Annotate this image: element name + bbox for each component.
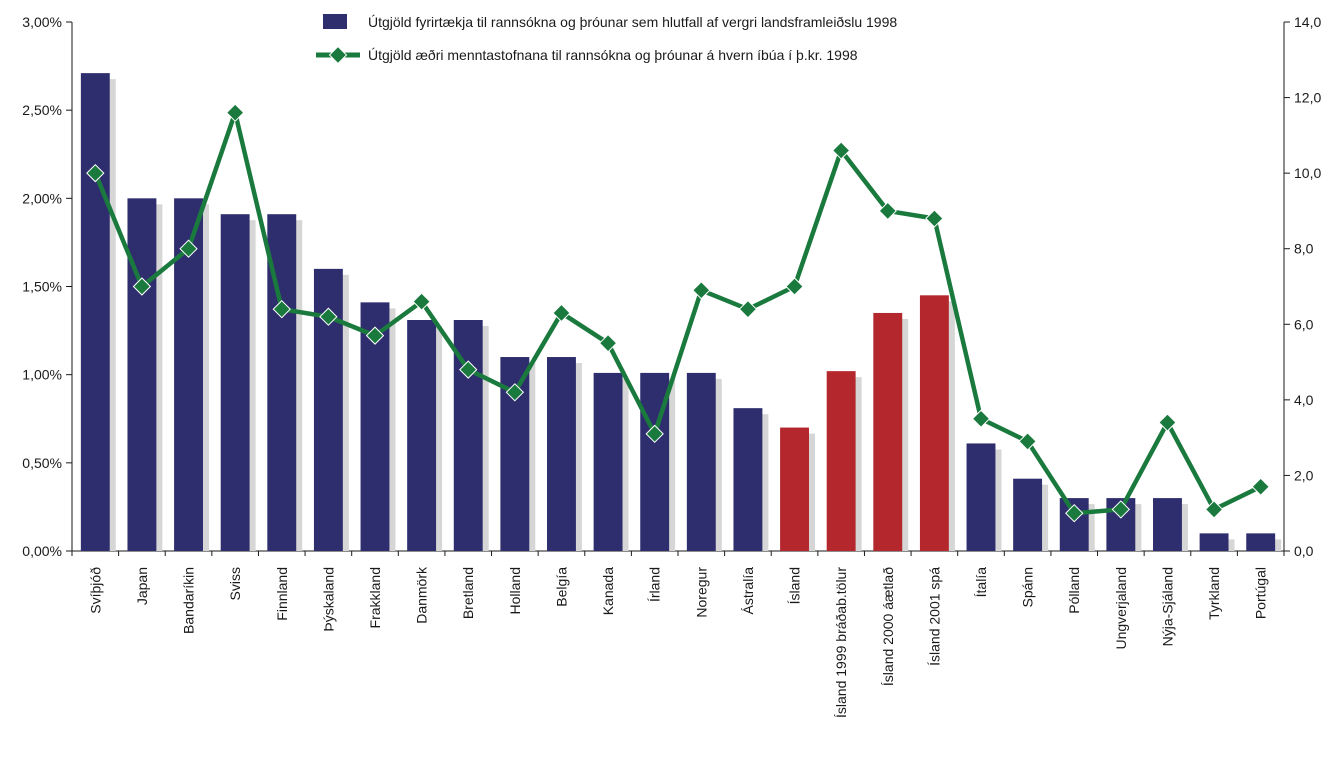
category-label: Kanada	[600, 567, 616, 615]
category-label: Svíþjóð	[87, 567, 103, 614]
line-point-marker	[925, 209, 944, 228]
bar	[780, 427, 809, 551]
bar	[593, 372, 623, 551]
legend-bar-swatch	[323, 14, 347, 29]
line-point-marker	[692, 281, 711, 300]
line-point-marker	[785, 277, 804, 296]
category-label: Holland	[507, 567, 523, 614]
bar	[733, 408, 763, 551]
category-label: Pólland	[1066, 567, 1082, 614]
bar	[1013, 478, 1043, 551]
right-tick-label: 6,0	[1294, 316, 1314, 332]
category-label: Ísland 1999 bráðab.tölur	[833, 567, 849, 718]
bar	[826, 371, 856, 551]
bar	[127, 198, 157, 552]
line-point-marker	[459, 360, 478, 379]
line-point-marker	[365, 326, 385, 345]
bar	[1153, 498, 1182, 551]
line-point-marker	[1018, 432, 1037, 451]
line-point-marker	[645, 424, 664, 444]
category-label: Ísland 2001 spá	[926, 567, 942, 666]
line-point-marker	[1251, 477, 1270, 496]
left-tick-label: 2,50%	[22, 102, 62, 118]
bar	[80, 73, 110, 552]
line-point-marker	[1204, 500, 1224, 519]
axes-group: 0,00% 0,50% 1,00% 1,50% 2,00% 2,50% 3,00% 0,0 2,…	[22, 14, 1321, 718]
category-label: Danmörk	[414, 566, 430, 624]
bar	[919, 295, 949, 551]
line-point-marker	[179, 239, 198, 258]
bar	[966, 443, 996, 551]
category-label: Ísland	[787, 567, 803, 604]
category-label: Nýja-Sjáland	[1159, 567, 1175, 646]
category-label: Ísland 2000 áætlað	[880, 567, 896, 686]
left-tick-label: 3,00%	[22, 14, 62, 30]
bar	[407, 320, 437, 551]
category-label: Tyrkland	[1206, 567, 1222, 620]
right-tick-label: 0,0	[1294, 543, 1314, 559]
line-point-marker	[319, 307, 338, 326]
category-label: Portúgal	[1253, 567, 1269, 619]
line-point-marker	[552, 303, 571, 323]
left-tick-label: 0,00%	[22, 543, 62, 559]
legend-bar-label: Útgjöld fyrirtækja til rannsókna og þróu…	[368, 14, 897, 30]
line-point-marker	[225, 103, 245, 122]
category-label: Finnland	[274, 567, 290, 621]
line-point-marker	[132, 277, 152, 296]
legend-line-marker	[328, 45, 348, 65]
bar	[1199, 533, 1229, 551]
right-tick-label: 8,0	[1294, 241, 1314, 257]
category-label: Ástralía	[740, 567, 756, 615]
right-tick-label: 12,0	[1294, 90, 1321, 106]
left-tick-label: 2,00%	[22, 190, 62, 206]
line-point-marker	[971, 409, 991, 428]
category-label: Írland	[647, 567, 663, 602]
line-point-marker	[831, 141, 851, 160]
line-point-marker	[738, 299, 758, 319]
line-point-marker	[1111, 500, 1131, 519]
category-label: Frakkland	[367, 567, 383, 628]
right-tick-label: 10,0	[1294, 165, 1321, 181]
bars-group	[80, 73, 1282, 552]
line-series-group	[86, 103, 1270, 523]
line-point-marker	[86, 163, 105, 183]
bar	[686, 372, 716, 551]
line-point-marker	[1158, 413, 1177, 432]
line-point-marker	[1065, 504, 1084, 523]
category-label: Bretland	[460, 567, 476, 619]
category-label: Sviss	[227, 567, 243, 600]
line-point-marker	[272, 299, 291, 319]
left-tick-label: 1,00%	[22, 367, 62, 383]
bar	[220, 214, 250, 551]
category-label: Belgía	[553, 567, 569, 607]
line-point-marker	[878, 201, 897, 221]
category-label: Bandaríkin	[181, 567, 197, 634]
category-label: Þýskaland	[320, 567, 336, 632]
bar	[873, 312, 903, 551]
left-tick-label: 0,50%	[22, 455, 62, 471]
right-tick-label: 2,0	[1294, 467, 1314, 483]
right-tick-label: 14,0	[1294, 14, 1321, 30]
category-label: Ungverjaland	[1113, 567, 1129, 650]
bar	[1246, 533, 1276, 551]
bar	[547, 357, 576, 551]
legend-line-label: Útgjöld æðri menntastofnana til rannsókn…	[368, 47, 858, 63]
left-tick-label: 1,50%	[22, 279, 62, 295]
category-label: Noregur	[693, 567, 709, 618]
line-point-marker	[505, 383, 525, 402]
line-point-marker	[412, 292, 431, 311]
category-label: Spánn	[1020, 567, 1036, 607]
category-label: Japan	[134, 567, 150, 605]
legend: Útgjöld fyrirtækja til rannsókna og þróu…	[316, 14, 897, 65]
right-tick-label: 4,0	[1294, 392, 1314, 408]
line-point-marker	[598, 333, 618, 353]
category-label: Ítalía	[973, 567, 989, 598]
